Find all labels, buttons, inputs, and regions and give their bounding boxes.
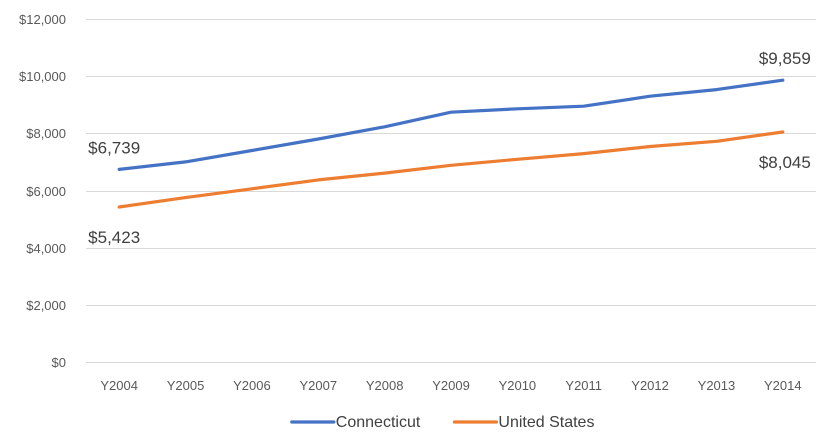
series-lines [119, 80, 783, 207]
y-tick-label: $8,000 [26, 126, 66, 141]
x-tick-label: Y2006 [233, 378, 271, 393]
legend-item-0: Connecticut [292, 414, 421, 431]
y-axis-tick-labels: $0 $2,000 $4,000 $6,000 $8,000 $10,000 $12,000 [19, 12, 66, 370]
x-tick-label: Y2012 [631, 378, 669, 393]
x-tick-label: Y2008 [366, 378, 404, 393]
y-tick-label: $10,000 [19, 69, 66, 84]
x-tick-label: Y2004 [100, 378, 138, 393]
x-axis-tick-labels: Y2004 Y2005 Y2006 Y2007 Y2008 Y2009 Y2010 Y2011… [100, 378, 801, 393]
y-tick-label: $6,000 [26, 184, 66, 199]
legend-label: Connecticut [336, 414, 421, 431]
y-tick-label: $4,000 [26, 241, 66, 256]
data-label: $9,859 [759, 49, 811, 68]
y-tick-label: $12,000 [19, 12, 66, 27]
series-line-0 [119, 80, 783, 169]
x-tick-label: Y2007 [299, 378, 337, 393]
x-tick-label: Y2011 [565, 378, 602, 393]
x-tick-label: Y2013 [698, 378, 736, 393]
data-label: $5,423 [88, 228, 140, 247]
x-tick-label: Y2010 [499, 378, 537, 393]
x-tick-label: Y2009 [432, 378, 470, 393]
series-line-1 [119, 132, 783, 207]
legend: Connecticut United States [292, 414, 595, 431]
data-labels: $6,739 $9,859 $5,423 $8,045 [88, 49, 811, 247]
gridlines [86, 20, 816, 363]
legend-item-1: United States [454, 414, 594, 431]
x-tick-label: Y2014 [764, 378, 802, 393]
y-tick-label: $2,000 [26, 298, 66, 313]
data-label: $8,045 [759, 153, 811, 172]
data-label: $6,739 [88, 138, 140, 157]
legend-label: United States [498, 414, 594, 431]
y-tick-label: $0 [52, 355, 66, 370]
x-tick-label: Y2005 [167, 378, 205, 393]
